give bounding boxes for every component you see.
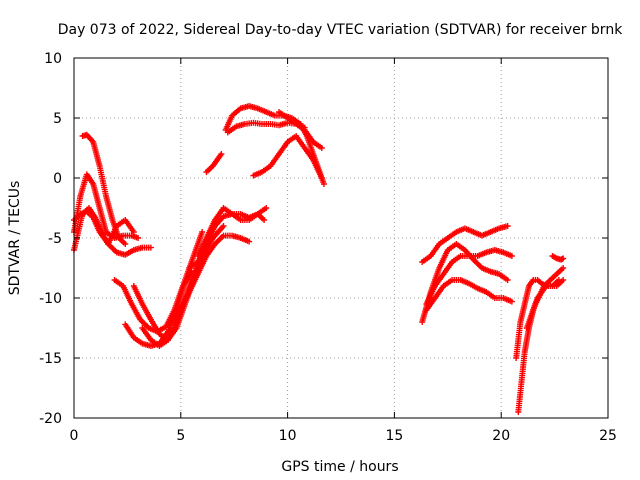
x-tick-label: 25: [599, 428, 617, 444]
y-tick-label: -15: [39, 351, 62, 367]
x-tick-label: 15: [385, 428, 403, 444]
x-tick-label: 5: [176, 428, 185, 444]
series-arc-c1: [169, 232, 253, 325]
series-arc-d1: [203, 151, 225, 175]
data-point: [555, 277, 562, 283]
y-tick-label: -20: [39, 411, 62, 427]
data-point: [560, 255, 567, 262]
data-point: [122, 241, 129, 247]
series-arc-f3: [523, 265, 567, 331]
y-tick-label: -5: [48, 231, 62, 247]
y-tick-label: -10: [39, 291, 62, 307]
data-point: [504, 277, 511, 283]
series-arc-f4: [549, 253, 567, 263]
data-point: [508, 253, 515, 259]
y-tick-label: 0: [53, 171, 62, 187]
data-point: [246, 238, 253, 245]
data-point: [261, 217, 268, 223]
y-tick-label: 5: [53, 111, 62, 127]
chart-title: Day 073 of 2022, Sidereal Day-to-day VTE…: [58, 22, 623, 38]
series-arc-a4: [79, 131, 129, 247]
data-point: [318, 145, 325, 151]
data-point: [263, 205, 270, 211]
data-point: [320, 181, 327, 187]
data-point: [135, 235, 142, 241]
x-tick-label: 10: [279, 428, 297, 444]
series-arc-d6: [297, 121, 327, 187]
data-point: [508, 298, 515, 305]
grid: [74, 58, 608, 418]
series-arc-e4: [423, 277, 515, 313]
series-arc-d4: [250, 133, 325, 181]
data-point: [199, 229, 206, 235]
x-tick-label: 20: [492, 428, 510, 444]
data-point: [220, 223, 227, 229]
data-point: [504, 223, 511, 229]
series-arc-e1: [419, 241, 511, 325]
axis-ticks: 0 5 10 15 20 25 10 5 0 -5 -10 -15 -20: [39, 51, 617, 444]
series-arc-e3: [423, 247, 515, 307]
series-arc-c3: [194, 205, 270, 259]
data-point: [218, 151, 225, 157]
y-tick-label: 10: [44, 51, 62, 67]
data-layer: [71, 103, 567, 415]
x-axis-label: GPS time / hours: [281, 459, 398, 475]
x-tick-label: 0: [70, 428, 79, 444]
series-arc-e2: [419, 223, 511, 265]
data-point: [560, 265, 567, 271]
y-axis-label: SDTVAR / TECUs: [7, 181, 23, 296]
data-point: [147, 244, 154, 251]
